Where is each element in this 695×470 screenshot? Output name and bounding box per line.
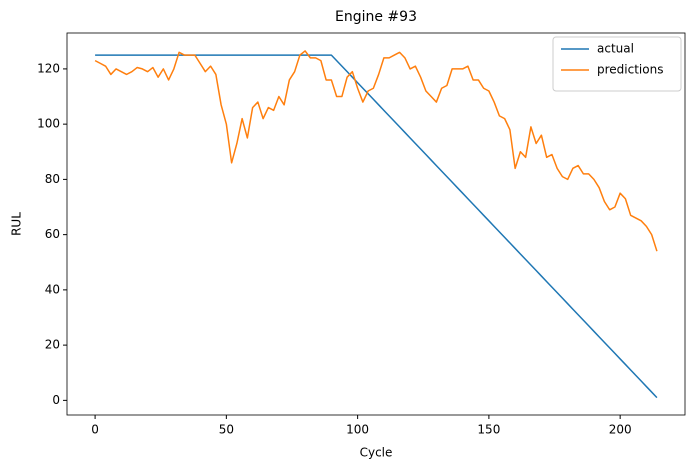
x-tick-label: 150 xyxy=(477,423,500,437)
y-axis-label: RUL xyxy=(10,212,24,236)
y-tick-label: 0 xyxy=(52,393,60,407)
y-tick-label: 100 xyxy=(37,117,60,131)
x-tick-label: 0 xyxy=(91,423,99,437)
x-tick-label: 100 xyxy=(346,423,369,437)
y-tick-label: 60 xyxy=(45,227,60,241)
x-axis-label: Cycle xyxy=(360,446,393,460)
y-tick-label: 20 xyxy=(45,338,60,352)
y-tick-label: 40 xyxy=(45,282,60,296)
data-line xyxy=(94,50,658,252)
y-tick-label: 80 xyxy=(45,172,60,186)
legend-label: actual xyxy=(597,42,634,56)
y-tick-label: 120 xyxy=(37,61,60,75)
x-tick-label: 200 xyxy=(609,423,632,437)
legend-label: predictions xyxy=(597,63,663,77)
legend-box xyxy=(552,36,682,92)
plot-frame xyxy=(66,32,686,416)
x-tick-label: 50 xyxy=(219,423,234,437)
chart-title: Engine #93 xyxy=(335,9,417,25)
